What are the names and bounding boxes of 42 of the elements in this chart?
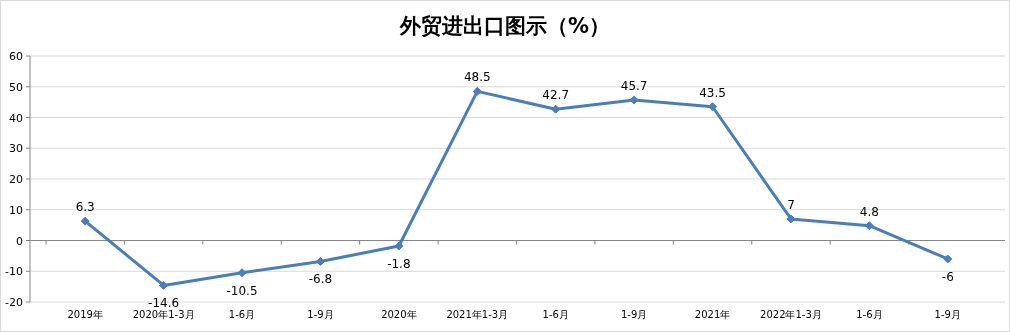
- data-label: 43.5: [699, 85, 726, 100]
- data-label: 48.5: [463, 70, 491, 85]
- data-label: 7: [787, 197, 795, 212]
- point: [708, 102, 718, 112]
- point: [80, 216, 90, 226]
- y-tick-label: 30: [9, 142, 23, 156]
- data-label: 45.7: [620, 78, 648, 93]
- data-label: -1.8: [387, 257, 411, 272]
- x-tick-label: 1-9月: [307, 309, 334, 320]
- x-tick-label: 2020年1-3月: [132, 309, 195, 320]
- point: [943, 254, 953, 264]
- data-label: -6.8: [308, 272, 333, 287]
- x-tick-label: 1-6月: [542, 309, 569, 320]
- x-tick-label: 1-6月: [856, 309, 883, 320]
- point: [864, 221, 874, 231]
- point: [472, 86, 482, 96]
- data-label: 6.3: [75, 200, 95, 215]
- point: [237, 268, 247, 278]
- point: [315, 256, 325, 266]
- point: [394, 241, 404, 251]
- data-label: -14.6: [148, 296, 180, 311]
- y-tick-label: 60: [9, 50, 23, 63]
- y-tick-label: -20: [5, 296, 23, 309]
- chart-title: 外贸进出口图示（%）: [398, 14, 611, 38]
- x-tick-label: 2021年: [694, 309, 731, 320]
- y-tick-label: 0: [16, 234, 23, 248]
- x-tick-label: 2022年1-3月: [760, 309, 822, 320]
- data-label: 4.8: [859, 204, 879, 219]
- x-tick-label: 2019年: [67, 309, 103, 320]
- x-tick-label: 1-9月: [620, 309, 648, 320]
- data-label: 42.7: [542, 88, 570, 103]
- x-tick-label: 1-9月: [934, 309, 961, 320]
- y-tick-label: 50: [9, 80, 23, 94]
- x-tick-label: 2020年: [381, 309, 417, 320]
- data-label: -6: [941, 269, 954, 284]
- y-tick-label: 20: [9, 173, 23, 186]
- y-tick-label: 40: [9, 111, 23, 125]
- x-tick-label: 2021年1-3月: [446, 309, 509, 320]
- x-tick-label: 1-6月: [228, 309, 256, 320]
- y-tick-label: -10: [5, 265, 23, 279]
- data-label: -10.5: [226, 283, 258, 298]
- y-tick-label: 10: [9, 203, 23, 217]
